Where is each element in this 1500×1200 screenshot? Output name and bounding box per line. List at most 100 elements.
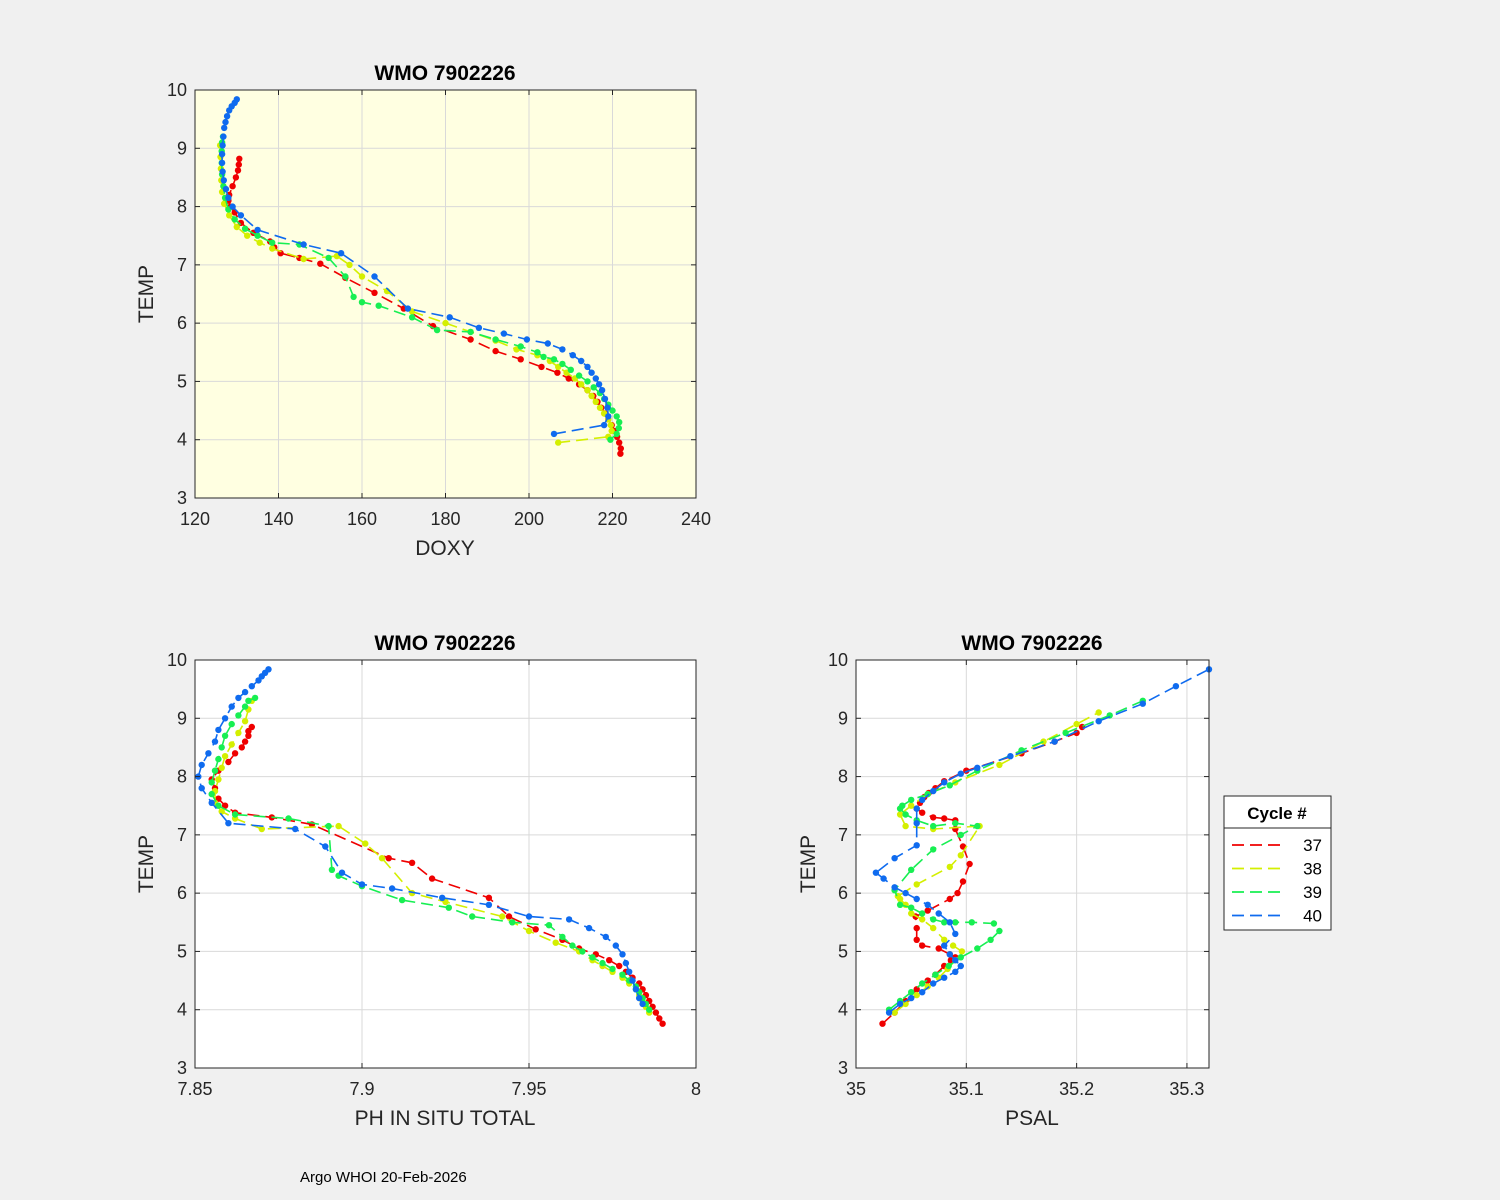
data-point — [908, 989, 915, 996]
x-tick-label: 200 — [514, 509, 544, 529]
data-point — [896, 901, 904, 908]
data-point — [245, 732, 252, 739]
data-point — [996, 927, 1003, 935]
data-point — [584, 378, 591, 385]
y-tick-label: 10 — [167, 80, 187, 100]
data-point — [941, 779, 948, 786]
data-point — [584, 363, 591, 371]
y-tick-label: 8 — [177, 197, 187, 217]
data-point — [617, 445, 624, 452]
data-point — [221, 753, 229, 760]
x-tick-label: 120 — [180, 509, 210, 529]
data-point — [588, 369, 595, 376]
data-point — [908, 796, 915, 804]
data-point — [534, 349, 541, 356]
data-point — [234, 167, 242, 174]
series-40 — [195, 666, 646, 1008]
y-tick-label: 8 — [177, 767, 187, 787]
data-point — [208, 790, 215, 798]
data-point — [218, 150, 226, 158]
data-point — [218, 159, 226, 167]
ph-xlabel: PH IN SITU TOTAL — [355, 1107, 536, 1130]
x-tick-label: 35.3 — [1169, 1079, 1204, 1099]
series-line-40 — [221, 98, 610, 435]
data-point — [446, 314, 453, 321]
data-point — [222, 118, 229, 126]
data-point — [559, 360, 566, 368]
y-tick-label: 5 — [177, 371, 187, 391]
data-point — [1172, 683, 1180, 690]
data-point — [509, 919, 516, 926]
data-point — [388, 885, 396, 892]
series-40 — [218, 96, 612, 438]
data-point — [608, 427, 615, 435]
data-point — [404, 305, 412, 312]
data-point — [902, 822, 909, 830]
doxy-ylabel: TEMP — [135, 265, 158, 323]
y-tick-label: 6 — [177, 883, 187, 903]
y-tick-label: 4 — [177, 1000, 187, 1020]
data-point — [285, 815, 292, 822]
data-point — [505, 913, 513, 920]
data-point — [952, 957, 959, 964]
data-point — [205, 750, 212, 757]
data-point — [559, 933, 566, 941]
legend-entries: 37 38 39 40 — [1232, 836, 1322, 926]
data-point — [208, 799, 215, 806]
data-point — [639, 1000, 646, 1008]
data-point — [254, 226, 261, 234]
data-point — [300, 255, 307, 263]
data-point — [957, 831, 964, 839]
data-point — [585, 924, 593, 932]
data-point — [225, 758, 232, 766]
data-point — [974, 764, 981, 771]
data-point — [1095, 718, 1102, 725]
data-point — [500, 330, 508, 337]
data-point — [325, 254, 332, 262]
data-point — [408, 314, 416, 321]
data-point — [221, 802, 229, 809]
data-point — [317, 260, 324, 267]
data-point — [236, 155, 243, 162]
data-point — [550, 430, 558, 438]
data-point — [930, 980, 937, 987]
data-point — [198, 761, 205, 769]
psal-xlabel: PSAL — [1005, 1107, 1059, 1130]
data-point — [987, 936, 994, 943]
data-point — [589, 954, 596, 961]
data-point — [335, 822, 342, 830]
data-point — [930, 822, 937, 830]
data-point — [919, 796, 926, 804]
data-point — [229, 183, 236, 190]
data-point — [941, 815, 948, 822]
data-point — [913, 842, 920, 849]
ph-series — [195, 666, 666, 1027]
data-point — [891, 884, 898, 891]
y-tick-label: 7 — [838, 825, 848, 845]
x-tick-label: 7.95 — [511, 1079, 546, 1099]
data-point — [602, 933, 609, 941]
data-point — [930, 846, 937, 853]
data-point — [469, 913, 476, 920]
psal-title: WMO 7902226 — [961, 632, 1102, 655]
data-point — [544, 340, 551, 347]
data-point — [322, 843, 329, 850]
data-point — [254, 232, 261, 239]
data-point — [872, 869, 880, 876]
footer-text: Argo WHOI 20-Feb-2026 — [300, 1169, 467, 1186]
data-point — [879, 1020, 886, 1027]
data-point — [220, 133, 227, 140]
y-tick-label: 8 — [838, 767, 848, 787]
data-point — [265, 666, 272, 673]
data-point — [226, 212, 233, 219]
legend-label-39: 39 — [1303, 883, 1322, 902]
y-tick-label: 7 — [177, 825, 187, 845]
data-point — [607, 436, 614, 443]
data-point — [941, 919, 948, 926]
y-tick-label: 4 — [177, 430, 187, 450]
data-point — [292, 825, 299, 833]
data-point — [428, 875, 436, 882]
x-tick-label: 180 — [430, 509, 460, 529]
data-point — [228, 703, 235, 710]
series-40 — [872, 666, 1213, 1016]
